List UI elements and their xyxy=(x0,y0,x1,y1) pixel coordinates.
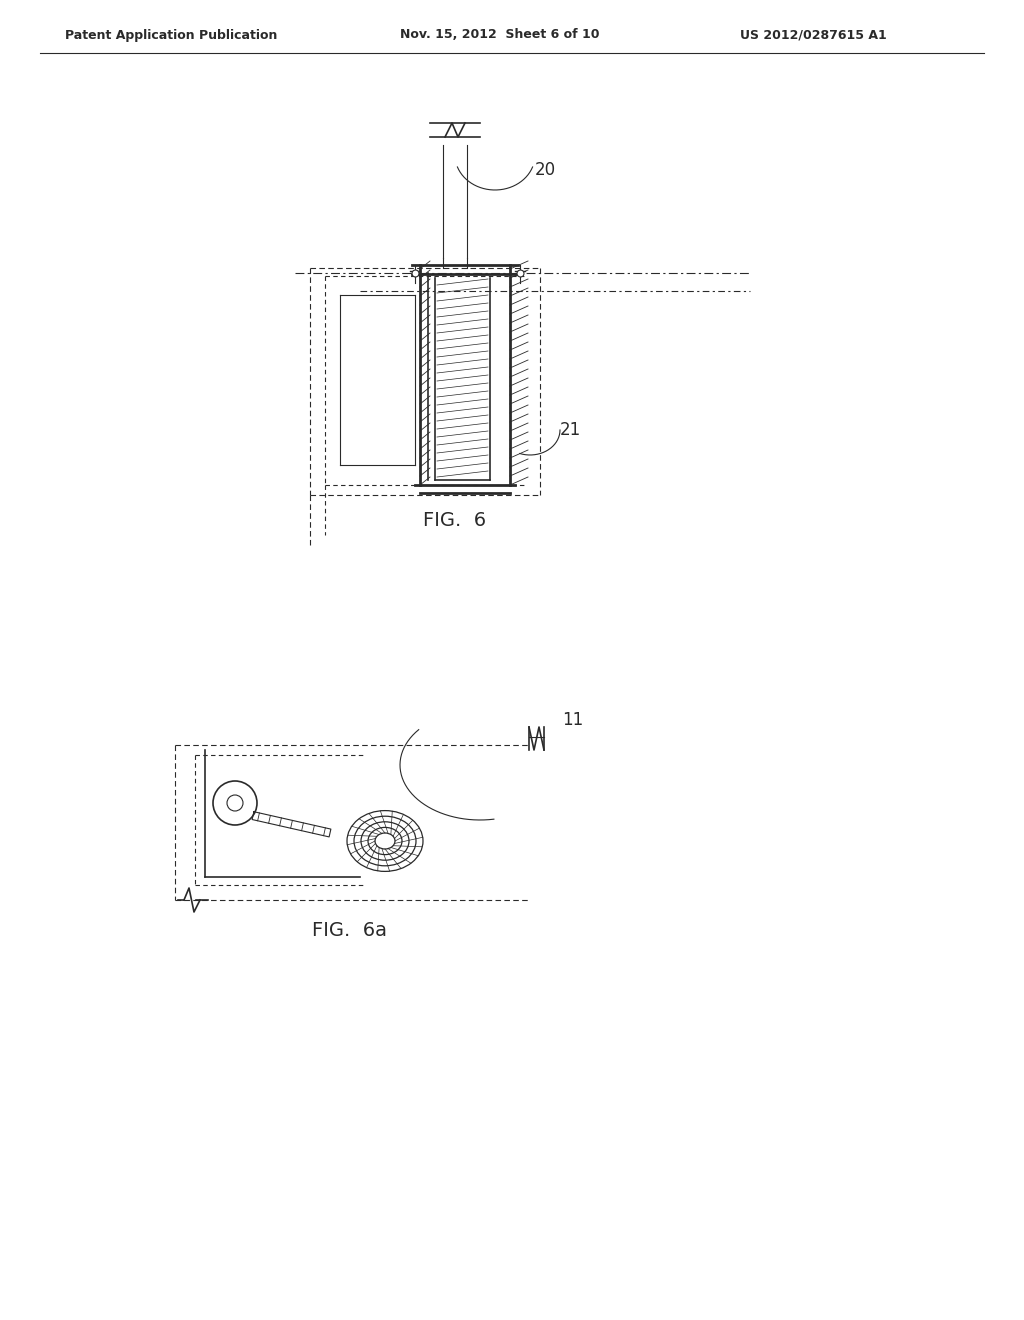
Text: 20: 20 xyxy=(535,161,556,180)
Text: FIG.  6a: FIG. 6a xyxy=(312,920,387,940)
Text: 21: 21 xyxy=(560,421,582,440)
Text: Patent Application Publication: Patent Application Publication xyxy=(65,29,278,41)
Text: 11: 11 xyxy=(562,711,584,729)
Text: FIG.  6: FIG. 6 xyxy=(424,511,486,529)
Text: US 2012/0287615 A1: US 2012/0287615 A1 xyxy=(740,29,887,41)
Text: Nov. 15, 2012  Sheet 6 of 10: Nov. 15, 2012 Sheet 6 of 10 xyxy=(400,29,599,41)
